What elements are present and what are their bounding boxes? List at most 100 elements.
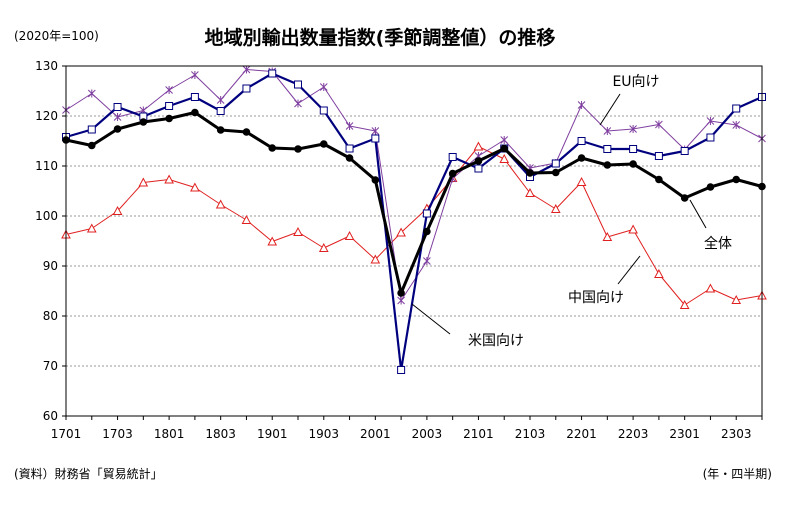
data-point xyxy=(655,120,663,129)
data-point xyxy=(294,80,302,89)
data-point xyxy=(525,187,535,197)
data-point xyxy=(267,236,278,246)
x-tick-label: 1701 xyxy=(51,427,82,441)
data-point xyxy=(655,175,663,184)
data-point xyxy=(268,69,277,78)
annotation-eu-leader xyxy=(599,93,621,126)
data-point xyxy=(318,242,329,252)
data-point xyxy=(551,159,560,168)
data-point xyxy=(629,145,638,153)
data-point xyxy=(397,289,405,297)
series-line xyxy=(65,72,763,372)
data-point xyxy=(216,96,225,104)
y-tick-label: 130 xyxy=(35,59,58,73)
data-point xyxy=(500,144,509,153)
y-tick-label: 60 xyxy=(43,409,58,423)
series-china xyxy=(61,141,767,309)
data-point xyxy=(397,296,405,305)
data-point xyxy=(371,176,380,184)
data-point xyxy=(629,160,637,168)
annotations: EU向け 全体 中国向け 米国向け xyxy=(411,74,732,349)
data-point xyxy=(345,144,354,153)
period-note: (年・四半期) xyxy=(703,467,772,481)
data-point xyxy=(448,153,457,161)
data-point xyxy=(216,126,225,134)
y-tick-label: 110 xyxy=(35,159,58,173)
data-point xyxy=(293,226,303,236)
data-point xyxy=(602,231,613,241)
x-tick-label: 2003 xyxy=(412,427,443,441)
data-point xyxy=(165,102,174,110)
data-point xyxy=(371,134,380,143)
data-point xyxy=(731,294,742,304)
data-point xyxy=(706,183,715,191)
x-tick-label: 2303 xyxy=(721,427,752,441)
x-tick-label: 1803 xyxy=(205,427,236,441)
x-tick-label: 2001 xyxy=(360,427,391,441)
annotation-us-leader xyxy=(411,303,451,335)
source-note: (資料）財務省「貿易統計」 xyxy=(14,466,163,481)
x-tick-label: 1703 xyxy=(102,427,133,441)
data-point xyxy=(473,141,484,151)
series-line xyxy=(65,146,763,306)
data-point xyxy=(603,161,612,169)
data-point xyxy=(138,177,149,187)
y-tick-label: 120 xyxy=(35,109,58,123)
data-point xyxy=(241,214,252,224)
series-eu xyxy=(62,65,766,305)
data-point xyxy=(654,152,663,160)
data-point xyxy=(242,128,251,136)
data-point xyxy=(474,164,483,173)
data-point xyxy=(165,86,173,94)
data-point xyxy=(86,223,97,233)
data-point xyxy=(319,83,328,91)
y-tick-label: 80 xyxy=(43,309,58,323)
annotation-us: 米国向け xyxy=(468,333,524,349)
data-point xyxy=(654,268,664,278)
data-point xyxy=(344,230,355,240)
y-axis-ticks: 60 70 80 90 100 110 120 130 xyxy=(35,59,66,423)
data-point xyxy=(706,117,715,125)
x-tick-label: 2101 xyxy=(463,427,494,441)
y-tick-label: 100 xyxy=(35,209,58,223)
data-point xyxy=(499,153,510,163)
data-point xyxy=(113,103,122,111)
annotation-total-leader xyxy=(689,199,707,229)
data-point xyxy=(628,224,638,234)
data-point xyxy=(680,194,689,202)
plot-area xyxy=(65,65,763,417)
annotation-eu: EU向け xyxy=(612,74,659,90)
data-point xyxy=(396,227,406,237)
data-point xyxy=(371,127,380,135)
x-tick-label: 2103 xyxy=(515,427,546,441)
series-lines xyxy=(61,65,767,374)
data-point xyxy=(577,137,586,145)
series-line xyxy=(65,111,763,295)
data-point xyxy=(551,168,560,177)
data-point xyxy=(732,175,741,184)
data-point xyxy=(679,299,690,309)
data-point xyxy=(268,144,277,152)
data-point xyxy=(603,127,612,135)
data-point xyxy=(190,182,200,192)
data-point xyxy=(139,118,148,126)
data-point xyxy=(526,169,534,177)
data-point xyxy=(113,113,122,121)
data-point xyxy=(215,199,226,209)
data-point xyxy=(448,169,457,178)
data-point xyxy=(87,125,96,134)
series-total xyxy=(62,108,766,297)
data-point xyxy=(706,133,715,142)
data-point xyxy=(423,257,431,265)
series-us xyxy=(62,69,766,374)
data-point xyxy=(242,84,251,93)
data-point xyxy=(397,366,406,374)
data-point xyxy=(422,209,431,218)
x-tick-label: 1801 xyxy=(154,427,185,441)
data-point xyxy=(577,101,586,109)
data-point xyxy=(423,227,431,236)
series-line xyxy=(65,69,763,301)
x-tick-label: 1901 xyxy=(257,427,288,441)
data-point xyxy=(190,93,199,101)
